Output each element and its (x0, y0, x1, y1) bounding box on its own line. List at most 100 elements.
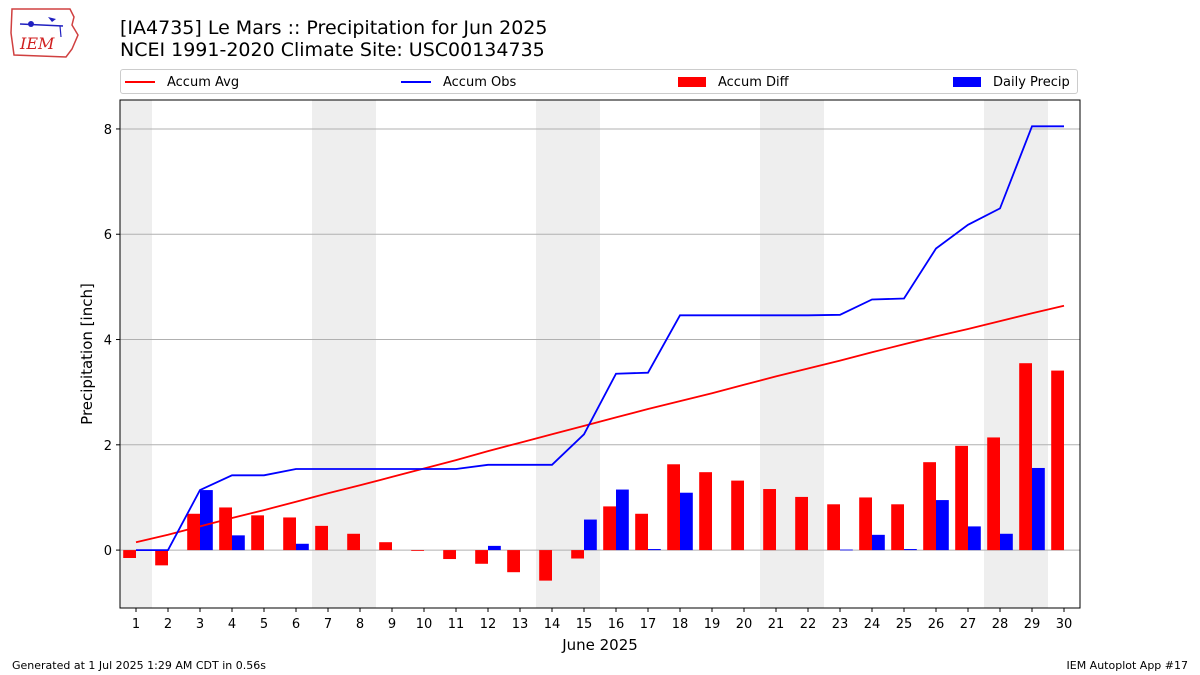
accum-diff-bar-15 (571, 550, 584, 559)
accum-diff-bar-8 (347, 533, 360, 551)
accum-diff-bar-17 (635, 513, 648, 551)
accum-diff-bar-5 (251, 515, 264, 551)
y-tick-label-4: 4 (104, 334, 112, 349)
daily-precip-bar-17 (648, 549, 661, 551)
x-tick-label-2: 2 (164, 617, 172, 632)
x-axis: 1 2 3 4 5 6 7 8 9 10 11 12 13 14 15 16 17 18 19 20 21 22 23 24 2… (132, 608, 1072, 632)
y-tick-label-2: 2 (104, 439, 112, 454)
x-tick-label-14: 14 (544, 617, 561, 632)
x-tick-label-16: 16 (608, 617, 625, 632)
x-tick-label-27: 27 (960, 617, 977, 632)
y-tick-label-6: 6 (104, 228, 112, 243)
x-axis-label: June 2025 (561, 636, 638, 654)
accum-diff-bar-10 (411, 550, 424, 551)
x-tick-label-1: 1 (132, 617, 140, 632)
daily-precip-bar-12 (488, 545, 501, 551)
accum-diff-bar-14 (539, 550, 552, 581)
daily-precip-bar-16 (616, 489, 629, 551)
x-tick-label-6: 6 (292, 617, 300, 632)
legend-label-accum-diff: Accum Diff (718, 74, 789, 90)
x-tick-label-7: 7 (324, 617, 332, 632)
x-tick-label-4: 4 (228, 617, 236, 632)
y-axis-label: Precipitation [inch] (78, 283, 96, 425)
legend-item-accum-obs: Accum Obs (401, 73, 516, 91)
daily-precip-bar-6 (296, 543, 309, 551)
accum-diff-bar-21 (763, 489, 776, 551)
accum-diff-bar-26 (923, 462, 936, 551)
accum-diff-bar-22 (795, 496, 808, 551)
plot-frame (119, 99, 1081, 609)
daily-precip-bar-4 (232, 535, 245, 551)
x-tick-label-13: 13 (512, 617, 529, 632)
x-tick-label-5: 5 (260, 617, 268, 632)
accum-diff-bar-3 (187, 513, 200, 551)
weekend-band-1 (312, 100, 376, 608)
weekend-band-0 (120, 100, 152, 608)
generated-timestamp: Generated at 1 Jul 2025 1:29 AM CDT in 0… (12, 659, 266, 672)
chart-subtitle: NCEI 1991-2020 Climate Site: USC00134735 (120, 39, 545, 61)
x-tick-label-23: 23 (832, 617, 849, 632)
accum-diff-bar-9 (379, 542, 392, 551)
daily-precip-bar-26 (936, 500, 949, 551)
legend: Accum Avg Accum Obs Accum Diff Daily Pre… (120, 69, 1078, 94)
accum-obs-line (136, 125, 1064, 551)
x-tick-label-24: 24 (864, 617, 881, 632)
x-tick-label-19: 19 (704, 617, 721, 632)
y-tick-label-0: 0 (104, 544, 112, 559)
x-tick-label-28: 28 (992, 617, 1009, 632)
x-tick-label-25: 25 (896, 617, 913, 632)
accum-diff-bar-6 (283, 517, 296, 551)
accum-diff-bar-18 (667, 464, 680, 551)
weekend-bands (120, 100, 1048, 608)
legend-label-accum-avg: Accum Avg (167, 74, 240, 90)
daily-precip-bar-29 (1032, 467, 1045, 551)
accum-diff-bar-1 (123, 550, 136, 558)
accum-diff-bar-24 (859, 497, 872, 551)
x-tick-label-30: 30 (1056, 617, 1073, 632)
x-tick-label-11: 11 (448, 617, 465, 632)
accum-diff-bar-19 (699, 472, 712, 551)
legend-swatch-daily-precip (953, 77, 981, 87)
y-tick-label-8: 8 (104, 123, 112, 138)
legend-swatch-accum-obs (401, 81, 431, 83)
x-tick-label-9: 9 (388, 617, 396, 632)
chart-title: [IA4735] Le Mars :: Precipitation for Ju… (120, 17, 548, 39)
daily-precip-bar-24 (872, 534, 885, 551)
daily-precip-bar-28 (1000, 533, 1013, 551)
x-tick-label-22: 22 (800, 617, 817, 632)
legend-swatch-accum-diff (678, 77, 706, 87)
accum-diff-bar-12 (475, 550, 488, 564)
accum-diff-bar-13 (507, 550, 520, 573)
legend-item-accum-diff: Accum Diff (678, 73, 789, 91)
x-tick-label-18: 18 (672, 617, 689, 632)
accum-diff-bar-16 (603, 506, 616, 551)
accum-diff-bar-2 (155, 550, 168, 566)
x-tick-label-12: 12 (480, 617, 497, 632)
x-tick-label-17: 17 (640, 617, 657, 632)
app-credit: IEM Autoplot App #17 (1066, 659, 1189, 672)
accum-diff-bar-20 (731, 480, 744, 551)
accum-diff-bar-30 (1051, 370, 1064, 551)
accum-diff-bar-23 (827, 504, 840, 551)
x-tick-label-8: 8 (356, 617, 364, 632)
legend-label-daily-precip: Daily Precip (993, 74, 1070, 90)
x-tick-label-15: 15 (576, 617, 593, 632)
x-tick-label-10: 10 (416, 617, 433, 632)
daily-precip-bar-27 (968, 526, 981, 551)
svg-text:IEM: IEM (19, 34, 55, 53)
daily-precip-bar-15 (584, 519, 597, 551)
x-tick-label-21: 21 (768, 617, 785, 632)
daily-precip-bar-3 (200, 490, 213, 551)
accum-diff-bar-29 (1019, 363, 1032, 551)
accum-avg-line (135, 304, 1065, 544)
daily-precip-bar-18 (680, 492, 693, 551)
accum-diff-bar-28 (987, 437, 1000, 551)
accum-diff-bar-4 (219, 507, 232, 551)
legend-item-daily-precip: Daily Precip (953, 73, 1070, 91)
accum-diff-bar-7 (315, 525, 328, 551)
x-tick-label-20: 20 (736, 617, 753, 632)
x-tick-label-26: 26 (928, 617, 945, 632)
daily-precip-bar-23 (840, 549, 853, 551)
accum-diff-bar-27 (955, 445, 968, 551)
